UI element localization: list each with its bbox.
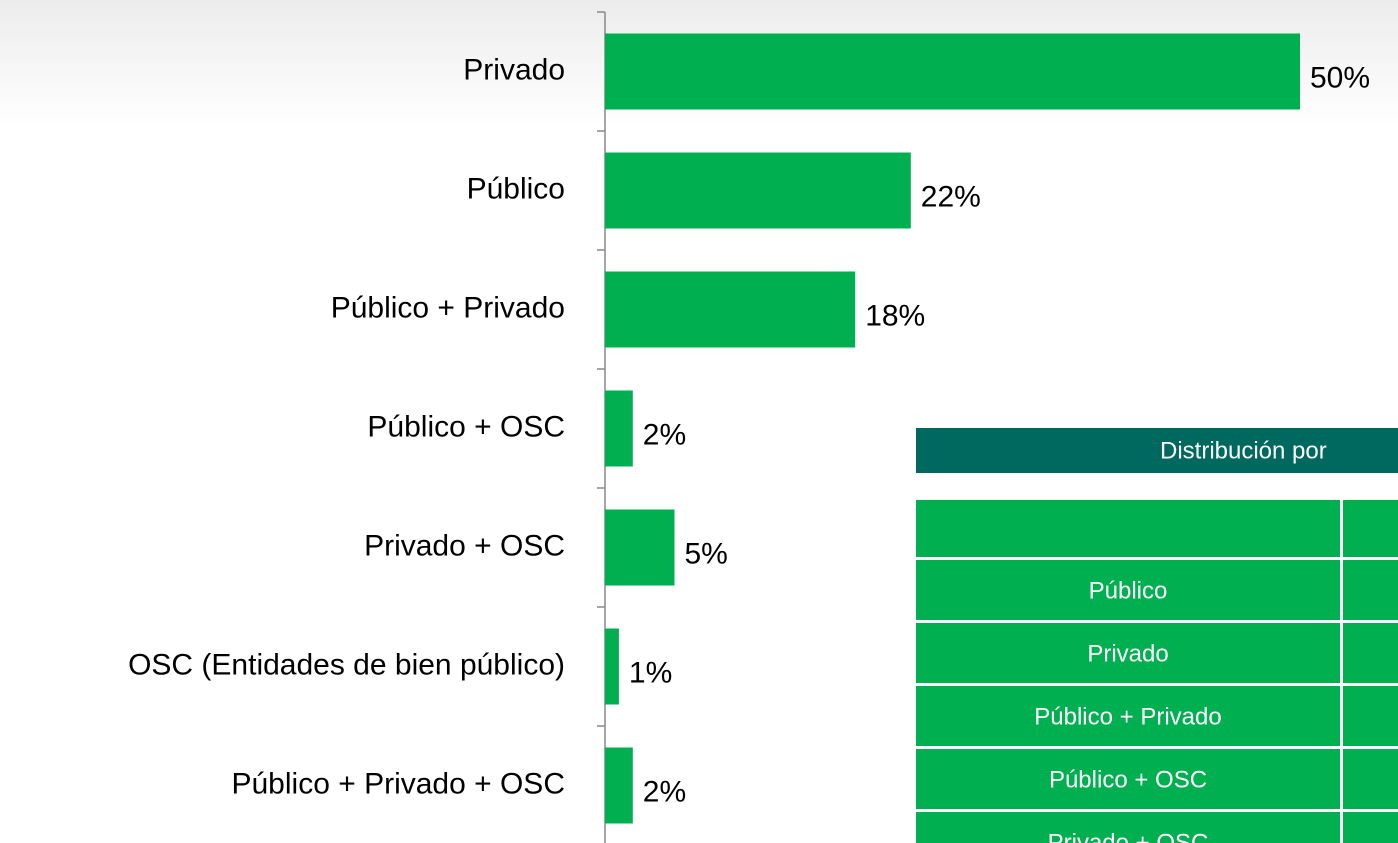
- table-cell: [916, 749, 1340, 809]
- table-row-label: Público + Privado: [1034, 703, 1221, 730]
- table-cell: [1343, 560, 1398, 620]
- category-label: OSC (Entidades de bien público): [128, 648, 565, 681]
- table-cell: [1343, 812, 1398, 843]
- table-row-label: Privado + OSC: [1048, 829, 1209, 843]
- table-row-label: Privado: [1087, 640, 1168, 667]
- table-title-bar: [916, 428, 1398, 473]
- category-label: Público + OSC: [367, 410, 565, 443]
- table-cell: [916, 623, 1340, 683]
- table-cell: [1343, 686, 1398, 746]
- category-label: Privado: [463, 53, 565, 86]
- value-label: 18%: [865, 299, 925, 332]
- table-cell: [916, 812, 1340, 843]
- table-row-label: Público: [1089, 577, 1168, 604]
- value-label: 5%: [685, 537, 728, 570]
- bar: [605, 628, 619, 705]
- value-label: 22%: [921, 180, 981, 213]
- value-label: 2%: [643, 775, 686, 808]
- category-label: Público: [467, 172, 565, 205]
- bar: [605, 152, 911, 229]
- bar: [605, 747, 633, 824]
- table-cell: [1343, 749, 1398, 809]
- value-label: 50%: [1310, 61, 1370, 94]
- table-row-label: Público + OSC: [1049, 766, 1207, 793]
- bar: [605, 390, 633, 467]
- bar: [605, 271, 856, 348]
- value-label: 1%: [629, 656, 672, 689]
- category-label: Privado + OSC: [364, 529, 565, 562]
- category-label: Público + Privado: [331, 291, 565, 324]
- value-label: 2%: [643, 418, 686, 451]
- bar: [605, 33, 1300, 110]
- chart: Privado 50% Público 22% Público + Privado 18%…: [128, 11, 1370, 843]
- table-cell: [916, 560, 1340, 620]
- table-header-cell: [916, 500, 1340, 557]
- category-label: Público + Privado + OSC: [231, 767, 565, 800]
- table-title: Distribución por: [1160, 437, 1327, 464]
- table-header-cell: [1343, 500, 1398, 557]
- bar: [605, 509, 675, 586]
- table: Distribución por Público Privado Público +…: [916, 428, 1398, 843]
- table-cell: [1343, 623, 1398, 683]
- table-cell: [916, 686, 1340, 746]
